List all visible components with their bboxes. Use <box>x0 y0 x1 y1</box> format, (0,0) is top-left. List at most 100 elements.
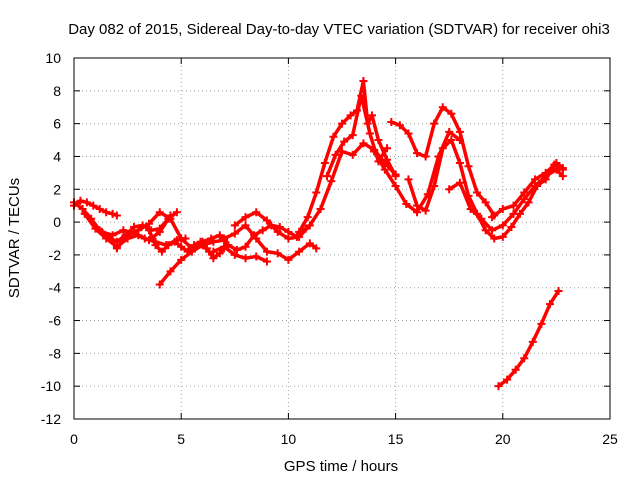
data-point <box>220 242 229 251</box>
data-point <box>215 231 224 240</box>
x-tick-label: 0 <box>70 431 78 447</box>
data-point <box>554 287 563 296</box>
x-tick-label: 5 <box>177 431 185 447</box>
data-point <box>209 247 218 256</box>
y-axis-tick-labels: -12 -10 -8 -6 -4 -2 0 2 4 6 8 10 <box>41 50 61 427</box>
data-point <box>380 165 389 174</box>
data-point <box>404 129 413 138</box>
data-point <box>331 150 340 159</box>
data-point <box>438 144 447 153</box>
data-point <box>155 280 164 289</box>
data-point <box>558 163 567 172</box>
data-point <box>241 242 250 251</box>
data-point <box>455 127 464 136</box>
data-point <box>262 257 271 266</box>
y-tick-label: -8 <box>49 345 62 361</box>
data-point <box>102 234 111 243</box>
data-point <box>338 119 346 128</box>
series-track-17 <box>445 165 567 235</box>
data-point <box>391 172 400 181</box>
data-point <box>413 201 422 210</box>
data-point <box>157 247 166 256</box>
data-point <box>241 254 250 263</box>
data-point <box>155 208 164 217</box>
data-point <box>558 172 567 181</box>
y-tick-label: -6 <box>49 313 62 329</box>
data-point <box>252 208 261 217</box>
y-tick-label: -12 <box>41 411 61 427</box>
data-point <box>498 221 507 230</box>
x-axis-tick-labels: 0 5 10 15 20 25 <box>70 431 618 447</box>
y-tick-label: 4 <box>53 148 61 164</box>
series-line <box>222 223 319 262</box>
data-point <box>455 178 464 187</box>
data-point <box>359 139 368 148</box>
data-point <box>284 234 293 243</box>
data-point <box>177 242 186 251</box>
x-tick-label: 10 <box>281 431 297 447</box>
data-point <box>97 227 106 236</box>
series-line <box>297 79 398 234</box>
data-point <box>145 226 154 235</box>
series-track-15 <box>387 103 499 220</box>
data-point <box>119 226 128 235</box>
data-point <box>545 300 554 309</box>
data-point <box>82 198 91 207</box>
data-point <box>447 109 456 118</box>
data-point <box>541 168 550 177</box>
data-point <box>295 247 304 256</box>
x-tick-label: 15 <box>388 431 404 447</box>
data-point <box>112 211 121 220</box>
data-point <box>402 200 411 209</box>
data-point <box>447 136 456 145</box>
data-point <box>273 249 282 258</box>
data-point <box>108 231 117 240</box>
data-point <box>340 137 349 146</box>
data-point <box>421 152 430 161</box>
axis-ticks <box>73 57 611 420</box>
data-point <box>445 185 454 194</box>
data-point <box>490 234 499 243</box>
data-point <box>89 201 98 210</box>
data-point <box>370 147 379 156</box>
y-tick-label: 0 <box>53 214 61 230</box>
data-point <box>346 111 355 120</box>
data-point <box>190 241 199 250</box>
data-point <box>322 172 331 181</box>
data-point <box>303 213 312 222</box>
data-point <box>357 91 366 100</box>
data-point <box>230 229 239 238</box>
data-point <box>524 198 533 207</box>
data-point <box>488 226 497 235</box>
series-track-9 <box>209 242 271 266</box>
plot-frame <box>73 57 611 420</box>
data-point <box>498 204 507 213</box>
data-point <box>520 354 529 363</box>
data-point <box>140 234 149 243</box>
y-tick-label: -4 <box>49 280 62 296</box>
data-point <box>391 181 400 190</box>
data-point <box>177 255 186 264</box>
data-point <box>316 204 325 213</box>
data-point <box>275 223 284 232</box>
y-axis-title: SDTVAR / TECUs <box>6 178 23 298</box>
data-point <box>395 121 404 130</box>
data-point <box>365 129 374 138</box>
data-point <box>207 234 216 243</box>
y-tick-label: 2 <box>53 181 61 197</box>
data-point <box>312 244 321 253</box>
y-tick-label: 10 <box>45 50 61 66</box>
data-point <box>198 237 207 246</box>
data-point <box>108 209 117 218</box>
data-point <box>76 196 85 205</box>
data-point <box>123 231 132 240</box>
data-point <box>102 208 111 217</box>
data-point <box>273 227 282 236</box>
data-point <box>520 188 529 197</box>
data-point <box>348 150 357 159</box>
data-point <box>187 247 196 256</box>
data-point <box>455 159 464 168</box>
data-point <box>488 213 497 222</box>
data-point <box>430 119 439 128</box>
